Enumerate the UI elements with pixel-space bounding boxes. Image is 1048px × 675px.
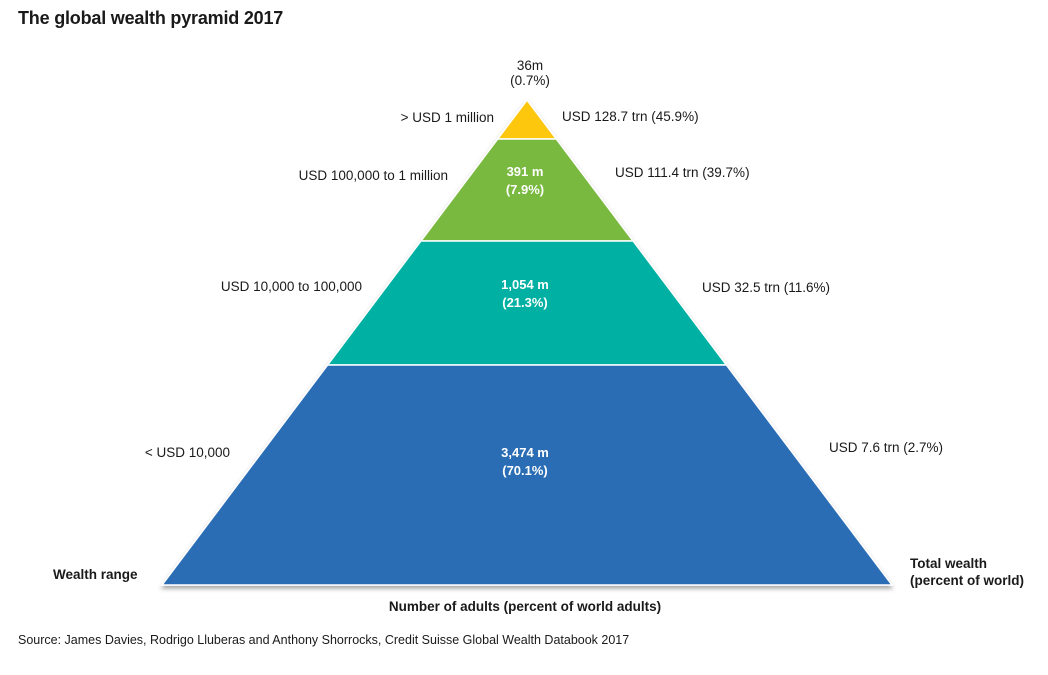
tier-2-adults-count: 1,054 m — [501, 277, 549, 292]
tier-3-adults-percent: (70.1%) — [502, 463, 548, 478]
tier-0-adults: 36m (0.7%) — [510, 58, 550, 88]
tier-3-adults-count: 3,474 m — [501, 445, 549, 460]
tier-3-wealth-range: < USD 10,000 — [144, 445, 230, 460]
tier-3-total-wealth: USD 7.6 trn (2.7%) — [829, 440, 944, 455]
tier-0-wealth-range: > USD 1 million — [400, 110, 494, 125]
source-note: Source: James Davies, Rodrigo Lluberas a… — [18, 633, 630, 647]
pyramid-tier-3 — [160, 364, 894, 586]
tier-2-adults-percent: (21.3%) — [502, 295, 548, 310]
tier-1-wealth-range: USD 100,000 to 1 million — [298, 168, 448, 183]
bottom-axis-label: Number of adults (percent of world adult… — [388, 599, 662, 614]
tier-2-total-wealth: USD 32.5 trn (11.6%) — [702, 280, 831, 295]
right-axis-label: Total wealth (percent of world) — [910, 556, 1024, 588]
tier-2-wealth-range: USD 10,000 to 100,000 — [220, 279, 362, 294]
tier-1-adults-percent: (7.9%) — [506, 182, 544, 197]
pyramid-tier-0 — [496, 98, 558, 140]
chart-title: The global wealth pyramid 2017 — [18, 8, 284, 28]
tier-0-total-wealth: USD 128.7 trn (45.9%) — [562, 109, 699, 124]
left-axis-label: Wealth range — [53, 567, 138, 582]
tier-1-total-wealth: USD 111.4 trn (39.7%) — [615, 165, 750, 180]
tier-1-adults-count: 391 m — [507, 164, 544, 179]
